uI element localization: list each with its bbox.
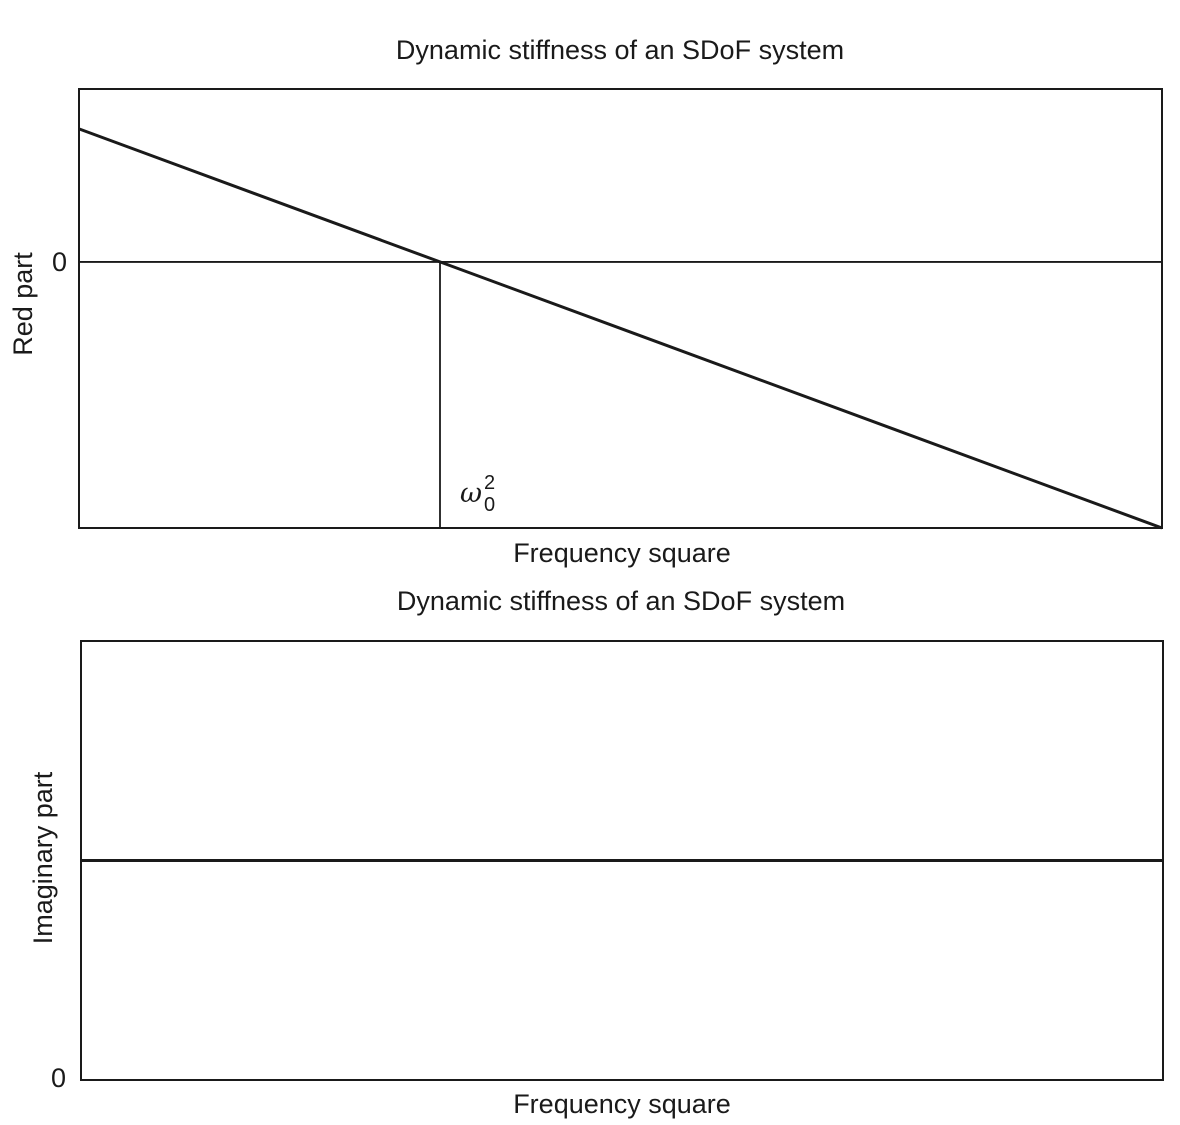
chart-title: Dynamic stiffness of an SDoF system — [396, 35, 844, 65]
omega-subscript: 0 — [484, 494, 495, 516]
y-axis-label: Imaginary part — [28, 771, 58, 944]
omega-symbol: ω — [460, 478, 482, 509]
y-tick-label: 0 — [52, 247, 67, 277]
chart-real-part: Dynamic stiffness of an SDoF system 0 ω … — [8, 35, 1163, 568]
y-axis-label: Red part — [8, 252, 38, 356]
omega-annotation: ω 2 0 — [460, 472, 495, 516]
y-tick-label: 0 — [51, 1063, 66, 1093]
x-axis-label: Frequency square — [513, 1089, 731, 1119]
chart-imaginary-part: Dynamic stiffness of an SDoF system 0 Fr… — [28, 586, 1164, 1119]
chart-title: Dynamic stiffness of an SDoF system — [397, 586, 845, 616]
omega-superscript: 2 — [484, 472, 495, 494]
plot-frame — [78, 88, 1163, 529]
x-axis-label: Frequency square — [513, 538, 731, 568]
real-part-line — [78, 127, 1163, 530]
